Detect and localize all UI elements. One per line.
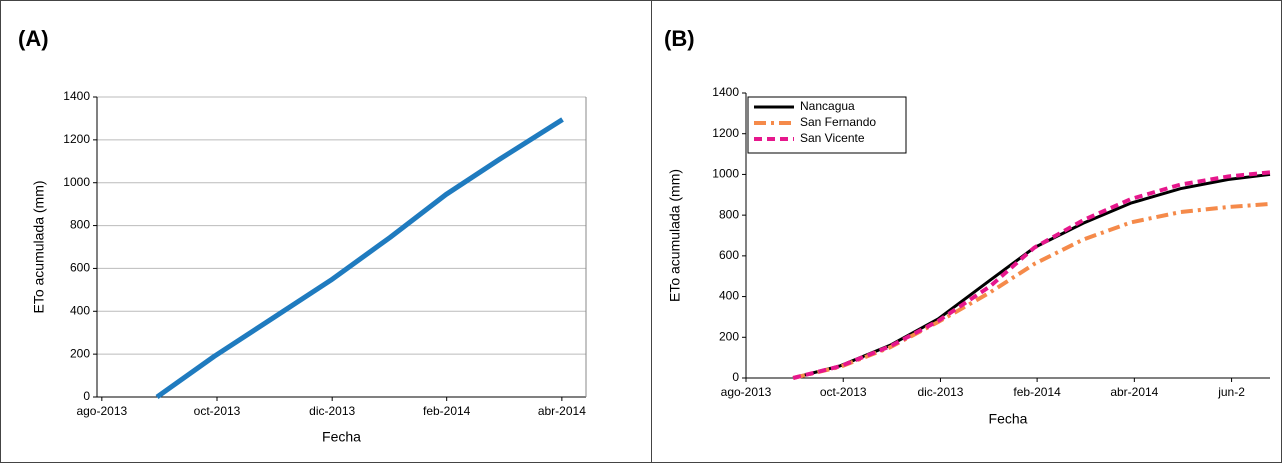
panel-title: (B) [664,26,695,51]
y-tick-label: 400 [719,289,739,303]
x-tick-label: oct-2013 [820,385,867,399]
y-tick-label: 1200 [712,126,739,140]
y-tick-label: 1400 [712,85,739,99]
x-tick-label: feb-2014 [423,404,471,418]
x-tick-label: feb-2014 [1013,385,1061,399]
y-tick-label: 1000 [712,167,739,181]
legend-label: San Vicente [800,131,865,145]
y-tick-label: 0 [732,370,739,384]
x-tick-label: dic-2013 [309,404,355,418]
y-tick-label: 0 [83,389,90,403]
legend-label: San Fernando [800,115,876,129]
y-tick-label: 1000 [63,175,90,189]
y-tick-label: 1400 [63,89,90,103]
series-line [792,170,1271,380]
y-tick-label: 400 [70,303,90,317]
y-tick-label: 800 [70,218,90,232]
panel-title: (A) [18,26,49,51]
y-axis-label: ETo acumulada (mm) [31,180,47,313]
x-tick-label: abr-2014 [538,404,586,418]
x-tick-label: oct-2013 [194,404,241,418]
panel-a-frame [0,0,652,463]
series-line [155,117,564,400]
x-tick-label: ago-2013 [721,385,772,399]
x-axis-label: Fecha [989,411,1028,427]
x-tick-label: jun-2 [1217,385,1245,399]
y-tick-label: 200 [70,346,90,360]
x-tick-label: ago-2013 [76,404,127,418]
y-tick-label: 600 [719,248,739,262]
x-axis-label: Fecha [322,429,361,445]
series-line [792,201,1271,380]
y-tick-label: 1200 [63,132,90,146]
legend-label: Nancagua [800,99,855,113]
y-tick-label: 600 [70,261,90,275]
x-tick-label: abr-2014 [1110,385,1158,399]
series-line [792,172,1271,380]
y-axis-label: ETo acumulada (mm) [667,169,683,302]
y-tick-label: 200 [719,329,739,343]
x-tick-label: dic-2013 [917,385,963,399]
y-tick-label: 800 [719,207,739,221]
